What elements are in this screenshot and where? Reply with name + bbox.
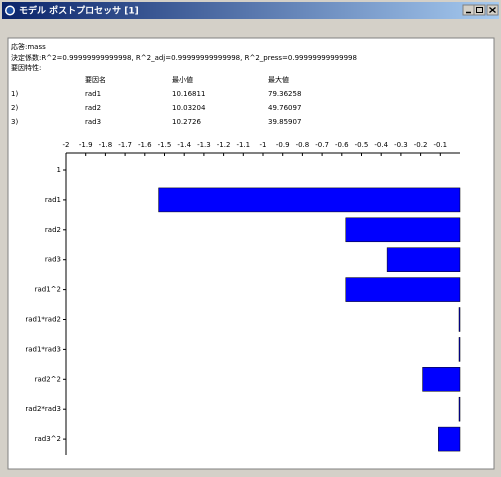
x-tick-label: -1.7: [118, 141, 132, 149]
x-tick-label: -0.6: [335, 141, 349, 149]
table-cell: 10.03204: [172, 104, 206, 112]
x-tick-label: -1: [260, 141, 267, 149]
bar: [386, 247, 461, 272]
minimize-button[interactable]: [462, 4, 475, 16]
table-cell: rad3: [85, 118, 101, 126]
x-tick-label: -1.1: [236, 141, 250, 149]
window-title: モデル ポストプロセッサ [1]: [19, 5, 139, 17]
title-bar: [2, 2, 499, 19]
bar: [345, 217, 461, 243]
x-tick-label: -0.8: [296, 141, 310, 149]
table-cell: 39.85907: [268, 118, 301, 126]
fit-text: 決定係数:R^2=0.99999999999998, R^2_adj=0.999…: [11, 53, 357, 62]
x-tick-label: -1.8: [99, 141, 113, 149]
bar: [422, 367, 461, 392]
table-header: 要因名: [85, 75, 106, 84]
x-tick-label: -1.5: [158, 141, 172, 149]
y-tick-label: rad1*rad2: [25, 316, 61, 324]
x-tick-label: -0.9: [276, 141, 290, 149]
x-tick-label: -0.5: [355, 141, 369, 149]
bar: [458, 307, 461, 332]
table-cell: 2): [11, 104, 18, 112]
bar: [158, 187, 461, 213]
x-tick-label: -1.2: [217, 141, 231, 149]
table-cell: 49.76097: [268, 104, 301, 112]
table-cell: 79.36258: [268, 90, 301, 98]
x-tick-label: -0.7: [315, 141, 329, 149]
bar: [345, 277, 461, 302]
x-tick-label: -1.4: [177, 141, 191, 149]
y-tick-label: rad3: [45, 256, 61, 264]
y-tick-label: rad2*rad3: [25, 405, 61, 413]
bar: [458, 337, 461, 362]
maximize-button[interactable]: [473, 4, 486, 16]
y-tick-label: rad2^2: [35, 375, 61, 383]
y-tick-label: rad1*rad3: [25, 345, 61, 353]
x-tick-label: -0.4: [374, 141, 388, 149]
x-tick-label: -1.6: [138, 141, 152, 149]
table-cell: 3): [11, 118, 18, 126]
table-cell: 1): [11, 90, 18, 98]
table-cell: 10.16811: [172, 90, 205, 98]
table-cell: 10.2726: [172, 118, 201, 126]
x-tick-label: -2: [63, 141, 70, 149]
y-tick-label: rad1^2: [35, 286, 61, 294]
x-tick-label: -0.3: [394, 141, 408, 149]
close-button[interactable]: [486, 4, 499, 16]
table-header: 最小値: [172, 75, 193, 84]
factor-heading: 要因特性:: [11, 63, 41, 72]
y-tick-label: rad3^2: [35, 435, 61, 443]
app-icon-inner: [6, 7, 14, 14]
y-tick-label: rad2: [45, 226, 61, 234]
bar: [458, 396, 461, 422]
x-tick-label: -1.3: [197, 141, 211, 149]
table-header: 最大値: [268, 75, 289, 84]
table-cell: rad2: [85, 104, 101, 112]
x-tick-label: -1.9: [79, 141, 93, 149]
response-text: 応答:mass: [11, 42, 46, 51]
x-tick-label: -0.1: [433, 141, 447, 149]
y-tick-label: 1: [57, 166, 61, 174]
x-tick-label: -0.2: [414, 141, 428, 149]
bar: [438, 426, 461, 452]
y-tick-label: rad1: [45, 196, 61, 204]
table-cell: rad1: [85, 90, 101, 98]
